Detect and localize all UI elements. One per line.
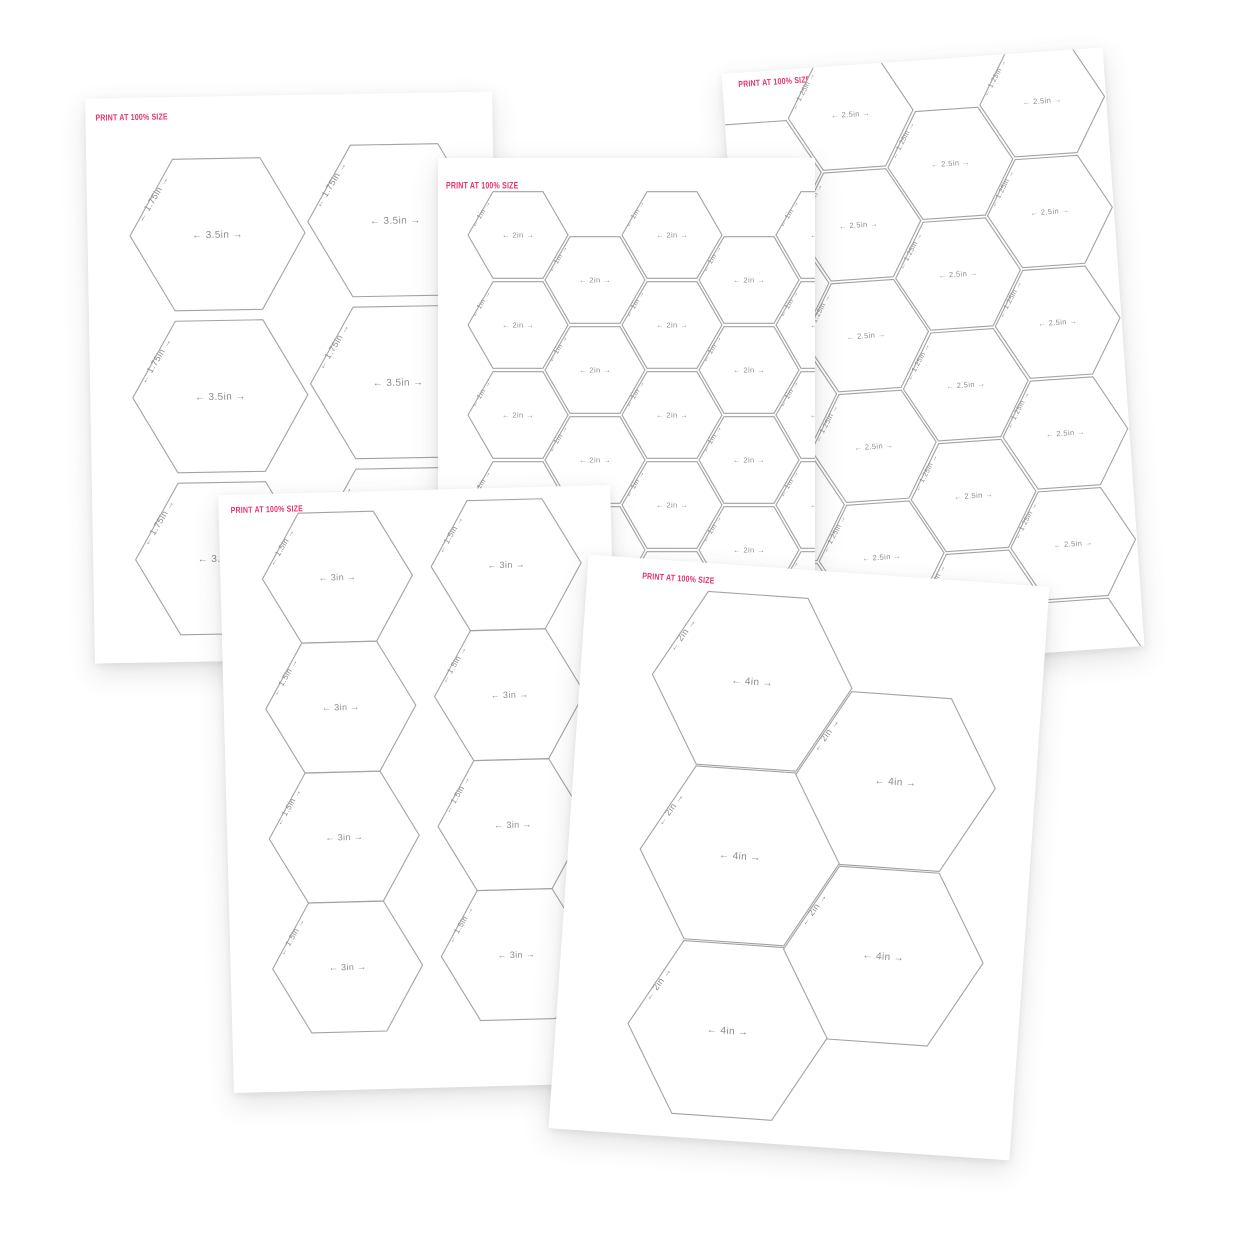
hexagon-outline bbox=[129, 157, 306, 312]
hexagon-width-label: ← 2in → bbox=[502, 411, 534, 420]
hexagon-width-label: ← 2.5in → bbox=[854, 441, 894, 453]
hexagon-width-label: ← 2.5in → bbox=[938, 268, 978, 280]
hexagon-width-label: ← 2.5in → bbox=[946, 379, 986, 391]
hexagon-outline bbox=[621, 371, 723, 459]
hexagon-width-label: ← 3in → bbox=[318, 572, 356, 583]
hexagon-width-label: ← 4in → bbox=[874, 776, 916, 790]
hexagon-width-label: ← 2in → bbox=[502, 231, 534, 240]
hexagon-outline bbox=[621, 281, 723, 369]
print-size-label: PRINT AT 100% SIZE bbox=[446, 182, 519, 191]
hexagon-width-label: ← 2in → bbox=[733, 366, 765, 375]
hexagon-outline bbox=[775, 371, 815, 459]
hexagon-width-label: ← 2in → bbox=[579, 276, 611, 285]
hexagon-grid-4in: ← 4in →← 2in →← 4in →← 2in →← 4in →← 2in… bbox=[627, 590, 996, 1121]
hexagon-width-label: ← 2in → bbox=[733, 456, 765, 465]
hexagon-grid-3in: ← 3in →← 1.5in →← 3in →← 1.5in →← 3in →←… bbox=[261, 498, 592, 1034]
hexagon-outline bbox=[272, 900, 424, 1034]
hexagon-outline bbox=[902, 328, 1029, 442]
hexagon-width-label: ← 2.5in → bbox=[839, 219, 879, 231]
hexagon-width-label: ← 2.5in → bbox=[931, 158, 971, 170]
hexagon-outline bbox=[1002, 376, 1129, 490]
hexagon-outline bbox=[467, 191, 569, 279]
hexagon-width-label: ← 4in → bbox=[731, 675, 773, 689]
hexagon-outline bbox=[994, 265, 1121, 379]
hexagon-width-label: ← 2.5in → bbox=[831, 108, 871, 120]
hexagon-width-label: ← 3.5in → bbox=[373, 377, 424, 389]
hexagon-width-label: ← 3.5in → bbox=[195, 391, 246, 403]
hexagon-width-label: ← 2in → bbox=[810, 501, 815, 510]
hexagon-width-label: ← 2in → bbox=[733, 546, 765, 555]
hexagon-outline bbox=[132, 319, 309, 474]
hexagon-outline bbox=[698, 326, 800, 414]
hexagon-outline bbox=[651, 590, 853, 772]
hexagon-width-label: ← 2.5in → bbox=[1061, 649, 1101, 661]
hexagon-outline bbox=[775, 461, 815, 549]
hexagon-outline bbox=[895, 217, 1022, 331]
hexagon-width-label: ← 2in → bbox=[656, 231, 688, 240]
hexagon-width-label: ← 2.5in → bbox=[1046, 427, 1086, 439]
hexagon-outline bbox=[544, 236, 646, 324]
hexagon-width-label: ← 3in → bbox=[497, 949, 535, 960]
hexagon-width-label: ← 3in → bbox=[487, 559, 525, 570]
hexagon-width-label: ← 4in → bbox=[719, 850, 761, 864]
hexagon-outline bbox=[887, 106, 1014, 221]
hexagon-outline bbox=[803, 278, 930, 393]
hexagon-width-label: ← 3in → bbox=[329, 962, 367, 973]
hexagon-width-label: ← 3in → bbox=[322, 702, 360, 713]
hexagon-outline bbox=[467, 371, 569, 459]
hexagon-width-label: ← 2.5in → bbox=[862, 551, 902, 563]
hexagon-width-label: ← 3.5in → bbox=[192, 229, 243, 241]
hexagon-width-label: ← 2in → bbox=[810, 231, 815, 240]
hexagon-width-label: ← 3in → bbox=[494, 819, 532, 830]
hexagon-outline bbox=[795, 691, 996, 872]
hexagon-outline bbox=[810, 389, 937, 504]
hexagon-outline bbox=[782, 865, 984, 1047]
hexagon-width-label: ← 2in → bbox=[810, 321, 815, 330]
hexagon-width-label: ← 2in → bbox=[656, 501, 688, 510]
hexagon-width-label: ← 3in → bbox=[325, 832, 363, 843]
hexagon-width-label: ← 2.5in → bbox=[846, 330, 886, 342]
template-page-4in: PRINT AT 100% SIZE ← 4in → ← 2in → ← 4in →… bbox=[548, 554, 1050, 1161]
hexagon-width-label: ← 2in → bbox=[733, 276, 765, 285]
hexagon-width-label: ← 2in → bbox=[810, 411, 815, 420]
hexagon-width-label: ← 2in → bbox=[656, 321, 688, 330]
hexagon-width-label: ← 2in → bbox=[656, 411, 688, 420]
hexagon-outline bbox=[467, 281, 569, 369]
hexagon-outline bbox=[621, 461, 723, 549]
hexagon-width-label: ← 2.5in → bbox=[1022, 95, 1062, 107]
hexagon-outline bbox=[795, 168, 922, 282]
hexagon-outline bbox=[910, 438, 1037, 553]
hexagon-outline bbox=[986, 154, 1113, 269]
hexagon-outline bbox=[544, 326, 646, 414]
hexagon-width-label: ← 3in → bbox=[491, 689, 529, 700]
hexagon-outline bbox=[698, 236, 800, 324]
hexagon-width-label: ← 2in → bbox=[502, 321, 534, 330]
hexagon-width-label: ← 2in → bbox=[579, 366, 611, 375]
hexagon-outline bbox=[775, 281, 815, 369]
hexagon-width-label: ← 3.5in → bbox=[370, 215, 421, 227]
hexagon-width-label: ← 2.5in → bbox=[1038, 316, 1078, 328]
template-page-3in: PRINT AT 100% SIZE ← 3in → ← 1.5in → ← 3in… bbox=[218, 484, 626, 1094]
hexagon-outline bbox=[775, 191, 815, 279]
hexagon-outline bbox=[698, 416, 800, 504]
hexagon-width-label: ← 2.5in → bbox=[954, 490, 994, 502]
hexagon-width-label: ← 4in → bbox=[862, 950, 904, 964]
hexagon-width-label: ← 2.5in → bbox=[1030, 206, 1070, 218]
hexagon-width-label: ← 2.5in → bbox=[1053, 538, 1093, 550]
hexagon-width-label: ← 4in → bbox=[707, 1025, 749, 1039]
hexagon-width-label: ← 2in → bbox=[579, 456, 611, 465]
hexagon-outline bbox=[621, 191, 723, 279]
